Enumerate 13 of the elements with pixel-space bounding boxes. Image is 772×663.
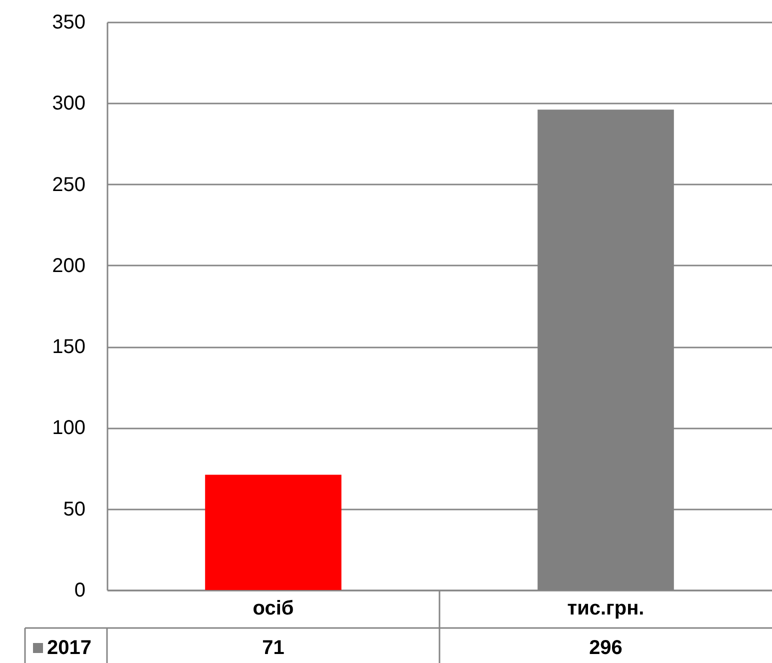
y-tick-label: 150	[52, 336, 86, 358]
y-tick-label: 250	[52, 174, 86, 196]
y-tick-label: 100	[52, 417, 86, 440]
data-label: 296	[589, 637, 622, 659]
y-tick-label: 50	[63, 498, 86, 520]
x-tick-label: осіб	[252, 598, 294, 620]
legend-label: 2017	[47, 637, 92, 659]
y-tick-label: 300	[52, 92, 86, 115]
x-tick-label: тис.грн.	[567, 598, 644, 620]
data-label: 71	[262, 637, 284, 659]
y-tick-label: 0	[74, 580, 86, 602]
y-tick-label: 200	[52, 254, 86, 277]
y-tick-label: 350	[52, 12, 86, 34]
